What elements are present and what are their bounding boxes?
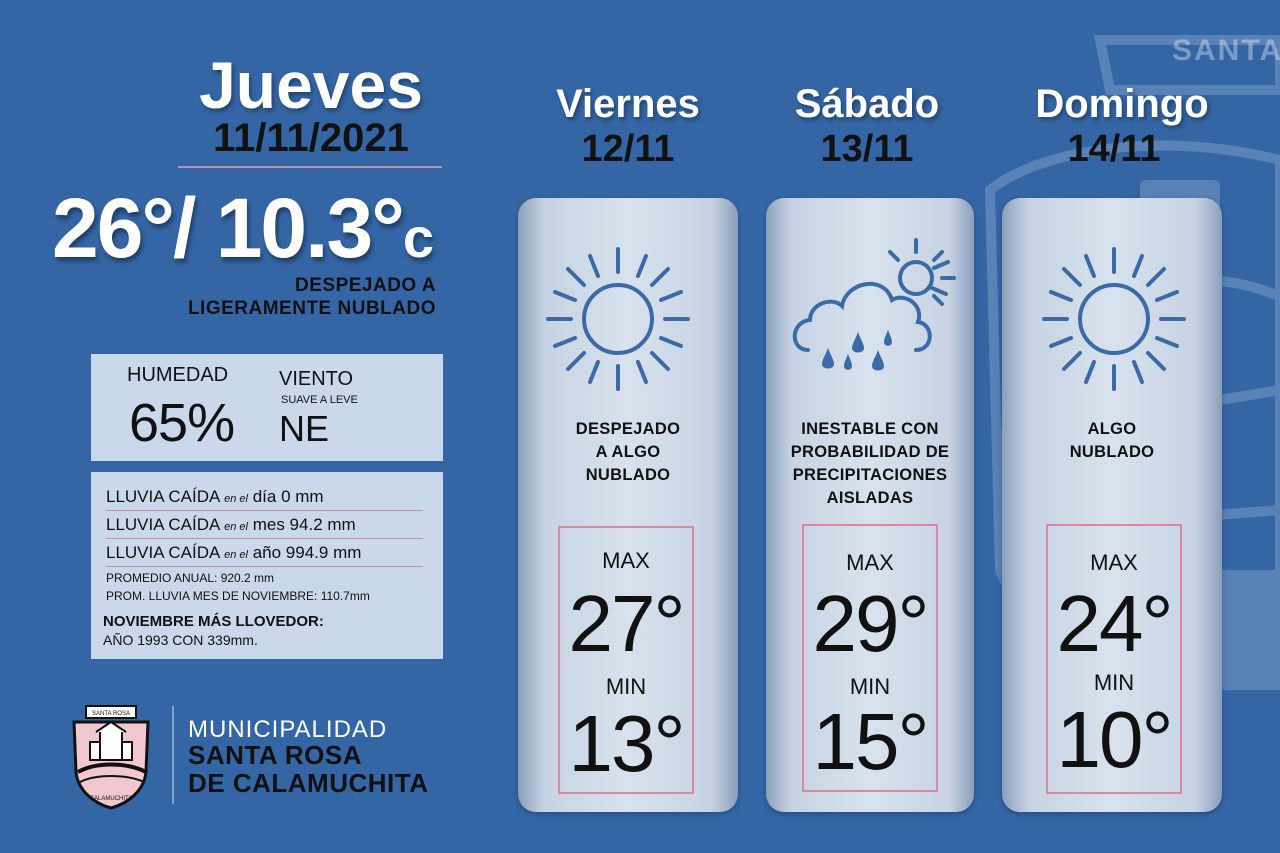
forecast-temperatures: MAX 29° MIN 15° xyxy=(802,524,938,792)
max-temperature: 27° xyxy=(568,579,686,668)
min-label: MIN xyxy=(849,674,891,699)
max-label: MAX xyxy=(1090,550,1138,575)
forecast-desc-line: PROBABILIDAD DE xyxy=(790,443,950,461)
rain-value: mes 94.2 mm xyxy=(252,515,356,534)
today-desc-line: LIGERAMENTE NUBLADO xyxy=(187,298,436,319)
forecast-day: Domingo xyxy=(1035,82,1209,126)
today-temp-max: 26° xyxy=(52,181,175,275)
rain-month-average: PROM. LLUVIA MES DE NOVIEMBRE: 110.7mm xyxy=(106,589,370,603)
humidity-value: 65% xyxy=(129,393,235,453)
logo-town-name: SANTA ROSA xyxy=(188,740,362,770)
forecast-desc-line: AISLADAS xyxy=(826,489,914,507)
municipality-logo: SANTA ROSA CALAMUCHITA xyxy=(72,705,150,810)
logo-badge-bottom: CALAMUCHITA xyxy=(90,796,133,802)
today-description: DESPEJADO A LIGERAMENTE NUBLADO xyxy=(110,274,436,320)
forecast-desc-line: PRECIPITACIONES xyxy=(792,466,948,484)
forecast-day: Viernes xyxy=(556,82,700,126)
rain-value: día 0 mm xyxy=(252,487,324,506)
rain-label: LLUVIA CAÍDA xyxy=(106,487,220,506)
forecast-description: INESTABLE CON PROBABILIDAD DE PRECIPITAC… xyxy=(766,418,974,510)
sun-icon xyxy=(1042,247,1186,391)
today-temp-separator: / xyxy=(173,181,216,275)
wind-label: VIENTO xyxy=(279,368,354,390)
forecast-temperatures: MAX 27° MIN 13° xyxy=(558,526,694,794)
rain-row-year: LLUVIA CAÍDA en el año 994.9 mm xyxy=(106,539,423,567)
rain-record-text: AÑO 1993 CON 339mm. xyxy=(103,632,258,648)
forecast-desc-line: A ALGO xyxy=(595,443,661,461)
logo-divider xyxy=(172,706,174,804)
rain-row-month: LLUVIA CAÍDA en el mes 94.2 mm xyxy=(106,511,423,539)
today-temp-unit: c xyxy=(402,206,434,269)
today-date: 11/11/2021 xyxy=(213,116,409,160)
min-temperature: 15° xyxy=(812,697,930,786)
today-temperature: 26°/ 10.3°c xyxy=(52,186,452,270)
rain-row-day: LLUVIA CAÍDA en el día 0 mm xyxy=(106,483,423,511)
logo-badge-top: SANTA ROSA xyxy=(92,711,130,717)
rain-connector: en el xyxy=(224,549,248,561)
forecast-desc-line: ALGO xyxy=(1087,420,1137,438)
rain-connector: en el xyxy=(224,521,248,533)
forecast-desc-line: NUBLADO xyxy=(1069,443,1155,461)
max-temperature: 29° xyxy=(812,579,930,668)
min-temperature: 13° xyxy=(568,699,686,788)
forecast-desc-line: DESPEJADO xyxy=(575,420,681,438)
forecast-card: ALGO NUBLADO MAX 24° MIN 10° xyxy=(1002,198,1222,812)
forecast-card: INESTABLE CON PROBABILIDAD DE PRECIPITAC… xyxy=(766,198,974,812)
rain-record-title: NOVIEMBRE MÁS LLOVEDOR: xyxy=(103,613,324,630)
today-divider xyxy=(178,166,442,168)
max-label: MAX xyxy=(846,550,894,575)
humidity-label: HUMEDAD xyxy=(127,364,229,386)
max-temperature: 24° xyxy=(1056,579,1174,668)
background-emblem-text: SANTA xyxy=(1172,34,1280,67)
wind-direction: NE xyxy=(279,408,330,449)
humidity-wind-panel: HUMEDAD 65% VIENTO SUAVE A LEVE NE xyxy=(91,354,443,461)
min-label: MIN xyxy=(605,674,647,699)
forecast-day: Sábado xyxy=(794,82,940,126)
today-temp-min: 10.3° xyxy=(215,181,405,275)
min-temperature: 10° xyxy=(1056,695,1174,784)
max-label: MAX xyxy=(602,548,650,573)
today-day: Jueves xyxy=(199,48,423,122)
forecast-date: 14/11 xyxy=(1067,128,1161,170)
forecast-date: 13/11 xyxy=(820,128,914,170)
rainfall-panel: LLUVIA CAÍDA en el día 0 mm LLUVIA CAÍDA… xyxy=(91,472,443,659)
forecast-description: ALGO NUBLADO xyxy=(1002,418,1222,464)
rain-label: LLUVIA CAÍDA xyxy=(106,515,220,534)
cloud-rain-sun-icon xyxy=(792,238,956,371)
forecast-desc-line: NUBLADO xyxy=(585,466,671,484)
rain-label: LLUVIA CAÍDA xyxy=(106,543,220,562)
forecast-date: 12/11 xyxy=(581,128,675,170)
forecast-temperatures: MAX 24° MIN 10° xyxy=(1046,524,1182,794)
today-desc-line: DESPEJADO A xyxy=(295,275,436,296)
wind-intensity: SUAVE A LEVE xyxy=(281,394,358,406)
rain-annual-average: PROMEDIO ANUAL: 920.2 mm xyxy=(106,571,275,585)
min-label: MIN xyxy=(1093,670,1135,695)
forecast-card: DESPEJADO A ALGO NUBLADO MAX 27° MIN 13° xyxy=(518,198,738,812)
forecast-desc-line: INESTABLE CON xyxy=(801,420,939,438)
logo-town-name-line2: DE CALAMUCHITA xyxy=(188,768,429,798)
sun-icon xyxy=(546,247,690,391)
forecast-description: DESPEJADO A ALGO NUBLADO xyxy=(518,418,738,487)
logo-municipality: MUNICIPALIDAD xyxy=(188,716,388,743)
rain-value: año 994.9 mm xyxy=(252,543,362,562)
rain-connector: en el xyxy=(224,493,248,505)
